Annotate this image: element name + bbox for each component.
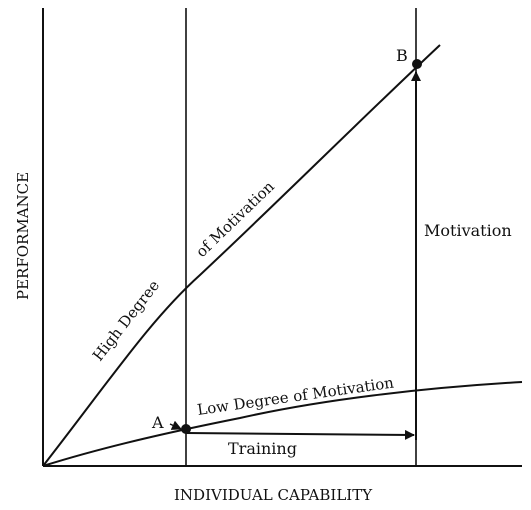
training-arrow: [185, 429, 415, 440]
high-motivation-label-part2: of Motivation: [192, 177, 278, 261]
low-motivation-curve: [42, 381, 523, 467]
point-b: [412, 59, 422, 69]
motivation-label: Motivation: [424, 221, 512, 240]
high-motivation-label-part1: High Degree: [89, 277, 163, 365]
point-a-label: A: [151, 413, 164, 432]
point-a-pointer: [169, 420, 182, 430]
x-axis-label: INDIVIDUAL CAPABILITY: [174, 486, 373, 504]
high-motivation-curve: [42, 44, 441, 467]
training-label: Training: [228, 439, 297, 458]
point-b-label: B: [396, 46, 408, 65]
point-a: [181, 424, 191, 434]
y-axis-label: PERFORMANCE: [14, 172, 32, 300]
